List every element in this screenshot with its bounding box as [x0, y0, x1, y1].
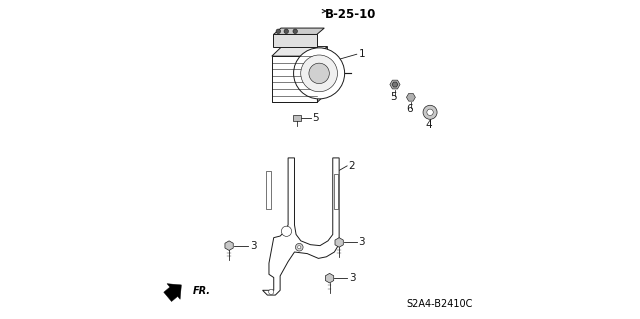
- Bar: [273, 34, 317, 47]
- Circle shape: [298, 246, 301, 249]
- Polygon shape: [325, 273, 333, 283]
- Circle shape: [284, 29, 289, 33]
- Circle shape: [294, 48, 344, 99]
- Bar: [293, 115, 301, 121]
- Text: 3: 3: [349, 273, 355, 283]
- Polygon shape: [272, 47, 328, 56]
- Circle shape: [293, 29, 298, 33]
- Polygon shape: [295, 56, 317, 91]
- Circle shape: [427, 109, 433, 115]
- Circle shape: [423, 105, 437, 119]
- Text: 6: 6: [406, 104, 413, 114]
- Circle shape: [282, 226, 292, 236]
- Circle shape: [309, 63, 330, 84]
- Text: 1: 1: [358, 49, 365, 59]
- Circle shape: [296, 243, 303, 251]
- Text: FR.: FR.: [193, 286, 211, 296]
- Polygon shape: [392, 82, 398, 87]
- Text: 5: 5: [390, 92, 397, 102]
- Text: 2: 2: [349, 161, 355, 171]
- Polygon shape: [262, 158, 339, 295]
- Text: S2A4-B2410C: S2A4-B2410C: [407, 300, 473, 309]
- Polygon shape: [273, 28, 324, 34]
- Polygon shape: [317, 47, 328, 102]
- Polygon shape: [390, 80, 400, 89]
- Circle shape: [276, 29, 280, 33]
- Bar: [333, 174, 338, 209]
- Text: 5: 5: [313, 113, 319, 123]
- Polygon shape: [406, 93, 415, 101]
- Polygon shape: [164, 284, 181, 301]
- Bar: [272, 56, 317, 102]
- Circle shape: [269, 289, 274, 294]
- Text: B-25-10: B-25-10: [324, 8, 376, 21]
- Bar: [266, 171, 271, 209]
- Text: 3: 3: [250, 241, 257, 251]
- Text: 3: 3: [358, 237, 365, 248]
- Polygon shape: [335, 238, 343, 247]
- Polygon shape: [225, 241, 233, 250]
- Circle shape: [301, 55, 337, 92]
- Text: 4: 4: [425, 120, 432, 130]
